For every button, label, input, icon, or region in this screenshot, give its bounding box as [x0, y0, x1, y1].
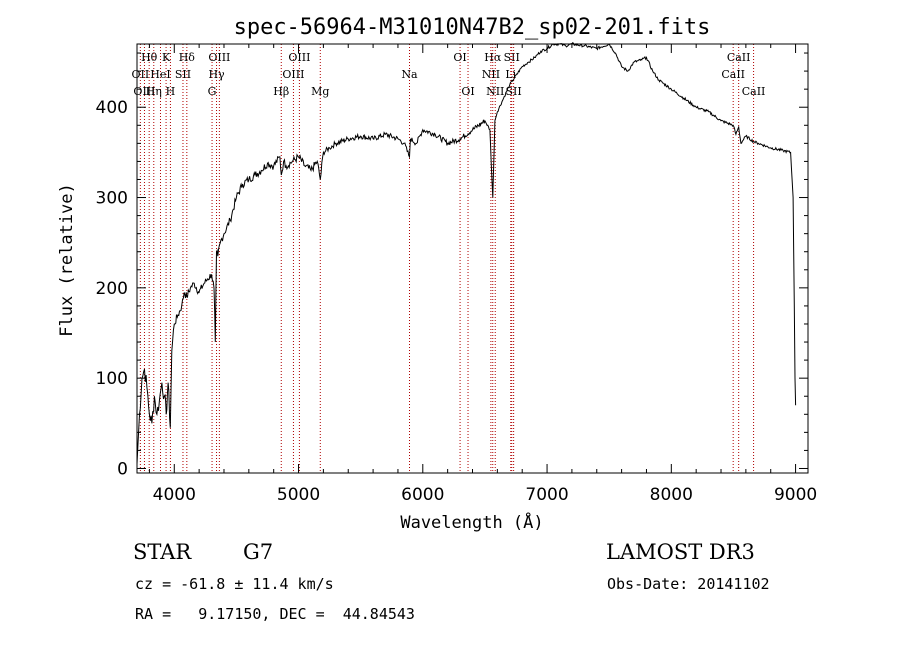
line-marker-label: H	[166, 85, 176, 98]
x-tick-label: 9000	[774, 485, 817, 505]
line-marker-label: OIII	[282, 68, 304, 81]
line-marker-label: Mg	[311, 85, 329, 98]
line-marker-label: CaII	[721, 68, 745, 81]
line-marker-label: CaII	[727, 51, 751, 64]
y-tick-label: 0	[117, 459, 128, 479]
line-marker-label: Li	[505, 68, 516, 81]
x-axis: 4000 5000 6000 7000 8000 9000	[148, 44, 817, 505]
y-tick-label: 100	[96, 369, 128, 389]
line-marker-label: G	[208, 85, 217, 98]
survey-name: LAMOST DR3	[606, 540, 755, 564]
line-marker-label: SII	[175, 68, 191, 81]
line-marker-label: K	[162, 51, 171, 64]
line-marker-label: Hγ	[208, 68, 225, 81]
line-marker-label: NII	[486, 85, 504, 98]
line-marker-label: SII	[506, 85, 522, 98]
spectrum-line	[136, 42, 797, 465]
x-tick-label: 6000	[401, 485, 444, 505]
line-marker-label: Hη	[146, 85, 162, 98]
line-marker-label: Hθ	[141, 51, 158, 64]
line-marker-label: Hδ	[179, 51, 196, 64]
line-marker-label: SII	[504, 51, 520, 64]
line-marker-label: OI	[453, 51, 466, 64]
plot-frame	[136, 43, 809, 474]
spectral-line-markers: Hθ OII OIII K HeI Hη SII H Hδ OIII Hγ G OIII OIII Hβ Mg…	[131, 44, 765, 473]
x-tick-label: 8000	[650, 485, 693, 505]
coordinates: RA = 9.17150, DEC = 44.84543	[135, 605, 415, 623]
y-tick-label: 200	[96, 279, 128, 299]
line-marker-label: OII	[131, 68, 149, 81]
line-marker-label: Hβ	[273, 85, 289, 98]
line-marker-label: OIII	[288, 51, 310, 64]
line-marker-label: OIII	[133, 85, 155, 98]
x-tick-label: 4000	[153, 485, 196, 505]
chart-title: spec-56964-M31010N47B2_sp02-201.fits	[234, 15, 711, 40]
y-axis-label: Flux (relative)	[57, 183, 77, 337]
y-axis: 0 100 200 300 400	[96, 52, 808, 479]
observation-date: Obs-Date: 20141102	[607, 575, 770, 593]
line-marker-label: HeI	[150, 68, 170, 81]
redshift-info: cz = -61.8 ± 11.4 km/s	[135, 575, 334, 593]
line-marker-label: NII	[482, 68, 500, 81]
line-marker-label: Hα	[484, 51, 502, 64]
line-marker-label: CaII	[742, 85, 766, 98]
line-marker-label: Na	[401, 68, 418, 81]
object-subclass: G7	[243, 540, 274, 564]
x-tick-label: 7000	[525, 485, 568, 505]
x-tick-label: 5000	[277, 485, 320, 505]
x-axis-label: Wavelength (Å)	[400, 511, 543, 533]
y-tick-label: 300	[96, 189, 128, 209]
object-class: STAR	[133, 540, 192, 564]
line-marker-label: OI	[461, 85, 474, 98]
line-marker-label: OIII	[208, 51, 230, 64]
y-tick-label: 400	[96, 98, 128, 118]
